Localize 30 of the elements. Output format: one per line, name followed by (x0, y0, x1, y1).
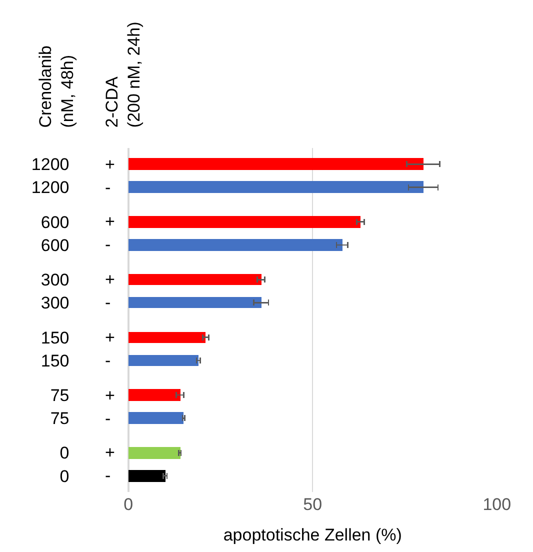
y-tick-label: 75 (50, 386, 70, 405)
y-tick-label: 0 (60, 444, 70, 463)
y-tick-label: 150 (40, 351, 70, 370)
y-tick-label: 600 (40, 212, 70, 232)
y2-tick-label: + (105, 328, 115, 347)
y2-tick-label: - (105, 235, 111, 254)
y2-axis-title: 2-CDA (200 nM, 24h) (102, 22, 144, 128)
y-tick-label: 1200 (31, 155, 70, 174)
y2-tick-label: - (105, 293, 111, 312)
y-tick-label: 300 (40, 294, 70, 313)
y-tick-label: 1200 (31, 178, 70, 198)
y2-tick-label: - (105, 178, 111, 197)
x-tick-label: 100 (482, 495, 512, 514)
y2-tick-label: + (105, 212, 115, 231)
y-tick-label: 600 (40, 236, 70, 255)
y2-tick-label: - (105, 466, 111, 485)
y2-tick-label: + (105, 386, 115, 405)
y-tick-label: 75 (50, 409, 70, 428)
y-tick-label: 150 (40, 328, 70, 348)
y-tick-label: 0 (60, 466, 70, 486)
x-axis-title: apoptotische Zellen (%) (223, 525, 402, 544)
y-axis-title: Crenolanib (nM, 48h) (36, 46, 77, 128)
y2-tick-label: + (105, 155, 115, 174)
y-tick-label: 300 (40, 270, 70, 290)
y2-tick-label: + (105, 443, 115, 462)
y2-tick-label: - (105, 351, 111, 370)
y2-tick-label: - (105, 409, 111, 428)
x-tick-label: 0 (124, 495, 134, 514)
x-tick-label: 50 (303, 495, 322, 514)
y2-tick-label: + (105, 270, 115, 289)
